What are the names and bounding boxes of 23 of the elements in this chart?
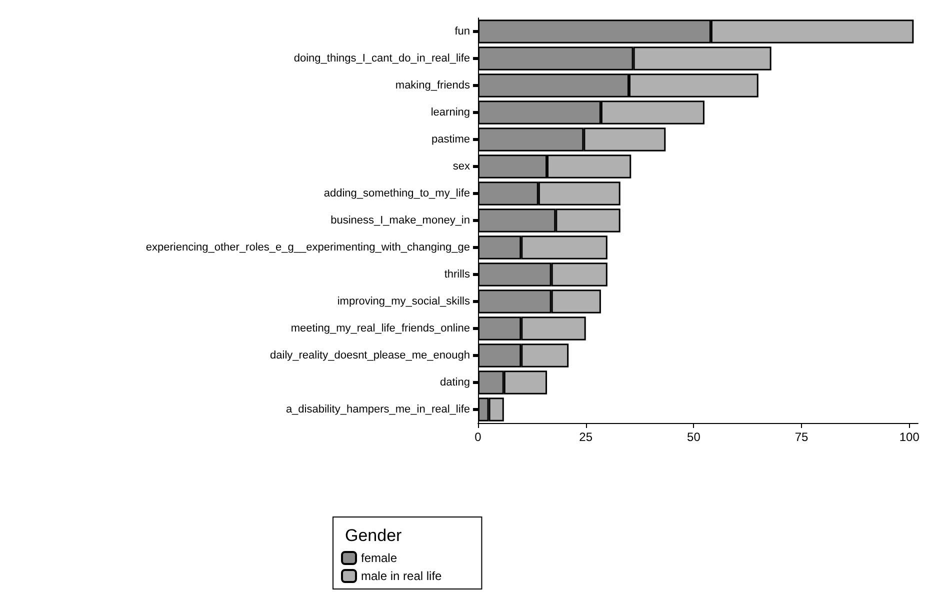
y-tick-label: sex <box>452 160 470 172</box>
x-tick-label: 75 <box>794 430 809 444</box>
y-tick-label: experiencing_other_roles_e_g__experimenting_with_changing_ge <box>146 242 470 254</box>
y-tick-label: adding_something_to_my_life <box>324 188 470 200</box>
x-tick-label: 25 <box>579 430 593 444</box>
y-tick-label: thrills <box>444 268 470 280</box>
y-tick-label: business_I_make_money_in <box>330 214 470 226</box>
y-tick-label: improving_my_social_skills <box>337 296 470 308</box>
legend-label: female <box>361 551 398 565</box>
x-tick-label: 0 <box>474 430 482 444</box>
y-tick-label: meeting_my_real_life_friends_online <box>290 322 470 334</box>
y-tick-label: pastime <box>431 134 470 146</box>
y-tick-label: a_disability_hampers_me_in_real_life <box>286 404 470 416</box>
x-tick-label: 100 <box>899 430 920 444</box>
y-tick-label: learning <box>430 106 470 118</box>
y-tick-label: dating <box>440 376 470 388</box>
y-tick-label: making_friends <box>395 80 470 92</box>
x-tick-label: 50 <box>687 430 701 444</box>
y-tick-label: fun <box>454 26 470 38</box>
legend-title: Gender <box>345 526 402 545</box>
legend-label: male in real life <box>361 569 442 583</box>
y-tick-label: daily_reality_doesnt_please_me_enough <box>270 350 470 362</box>
y-tick-label: doing_things_I_cant_do_in_real_life <box>294 52 470 64</box>
